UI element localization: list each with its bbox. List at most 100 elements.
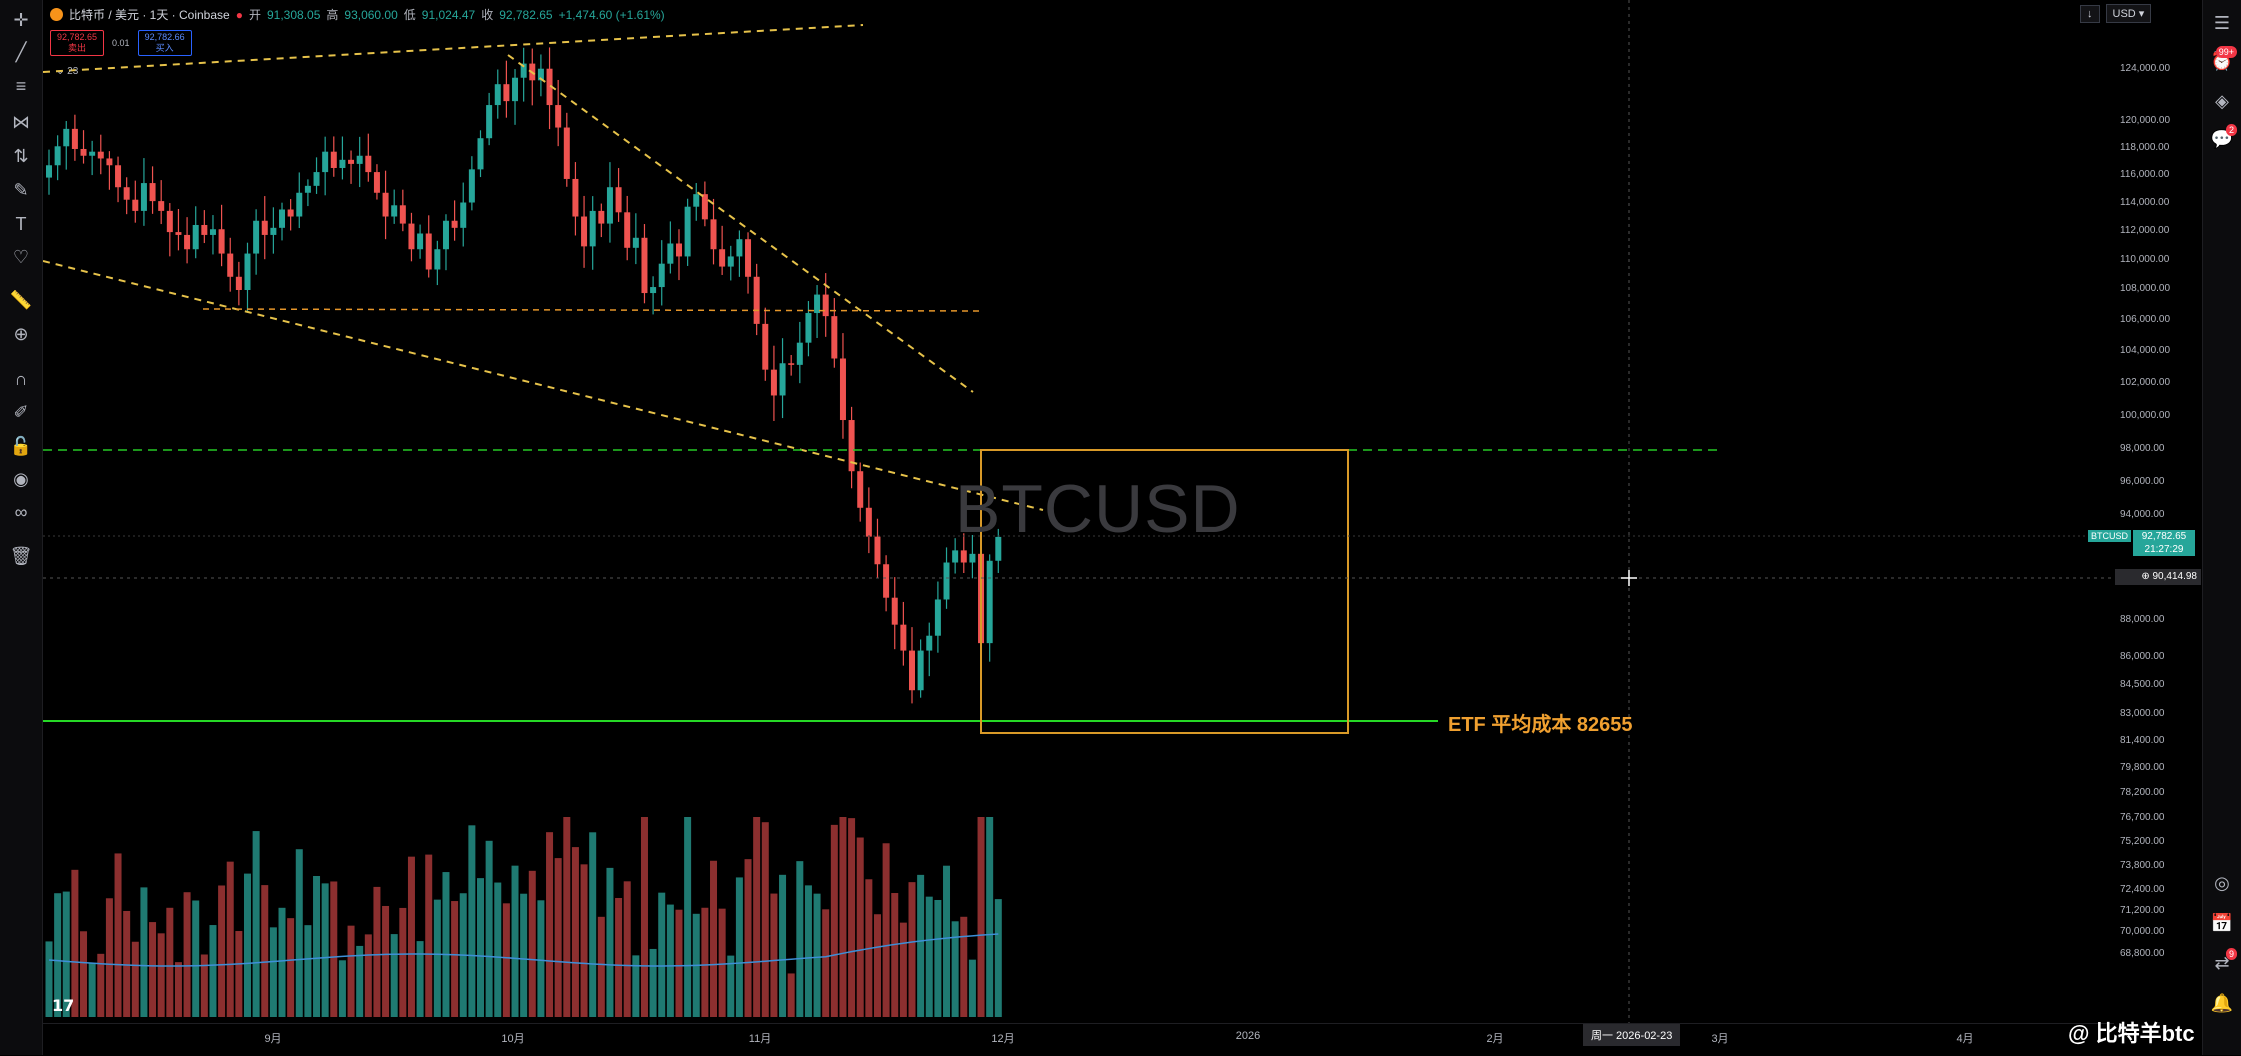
heart-icon[interactable]: ♡ <box>12 246 30 267</box>
candle-body <box>745 239 752 277</box>
candle-body <box>158 201 165 211</box>
change-value: +1,474.60 (+1.61%) <box>558 7 665 22</box>
candle-body <box>184 234 191 250</box>
bell-icon[interactable]: 🔔 <box>2210 992 2234 1013</box>
volume-bar <box>761 822 769 1017</box>
magnet-icon[interactable]: ∩ <box>14 368 28 389</box>
candle-body <box>581 216 588 247</box>
price-tick: 81,400.00 <box>2120 735 2165 747</box>
watchlist-icon[interactable]: ☰ <box>2213 12 2231 33</box>
alerts-icon[interactable]: ⏰ 99+ <box>2207 46 2237 76</box>
candle-body <box>598 210 605 224</box>
candle-body <box>434 249 441 270</box>
volume-bar <box>364 934 372 1017</box>
candle-body <box>865 507 872 537</box>
candle-body <box>874 536 881 565</box>
candle-body <box>322 151 329 173</box>
price-tick: 88,000.00 <box>2120 614 2165 625</box>
candle-body <box>779 363 786 396</box>
volume-bar <box>243 873 251 1017</box>
candle-body <box>917 650 924 691</box>
volume-bar <box>71 869 79 1017</box>
candle-body <box>986 560 993 644</box>
price-tick: 86,000.00 <box>2120 651 2165 663</box>
volume-bar <box>658 892 666 1017</box>
volume-bar <box>373 886 381 1017</box>
candle-body <box>106 158 113 166</box>
volume-bar <box>744 859 752 1017</box>
price-tick: 68,800.00 <box>2120 948 2165 959</box>
close-value: 92,782.65 <box>499 7 553 22</box>
chat-icon[interactable]: 💬 2 <box>2207 124 2237 154</box>
candle-body <box>563 127 570 179</box>
candle-body <box>63 128 70 147</box>
candle-body <box>606 187 613 224</box>
candle-body <box>520 63 527 78</box>
indicator-toggle[interactable]: ⌄ 23 <box>56 66 79 77</box>
ruler-icon[interactable]: 📏 <box>9 289 33 310</box>
volume-bar <box>209 925 217 1017</box>
trash-icon[interactable]: 🗑 <box>9 545 33 566</box>
calendar-icon[interactable]: 📅 <box>2210 912 2234 933</box>
prediction-icon[interactable]: ⇅ <box>13 145 29 166</box>
target-icon[interactable]: ◎ <box>2214 872 2230 893</box>
volume-bar <box>528 870 536 1017</box>
volume-bar <box>822 909 830 1017</box>
time-axis[interactable]: 9月 10月 11月 12月 2026 2月 3月 4月 <box>43 1023 2114 1056</box>
zoom-icon[interactable]: ⊕ <box>13 323 29 344</box>
candle-body <box>244 253 251 290</box>
candle-body <box>848 420 855 472</box>
fib-icon[interactable]: ≡ <box>15 75 27 96</box>
layers-icon[interactable]: ◈ <box>2215 90 2229 111</box>
sell-button[interactable]: 92,782.65 卖出 <box>50 30 105 56</box>
candle-body <box>192 224 199 250</box>
volume-bar <box>951 921 959 1017</box>
volume-bar <box>451 901 459 1017</box>
candle-body <box>891 597 898 625</box>
price-tick: 114,000.00 <box>2120 196 2170 208</box>
trend-line-icon[interactable]: ╱ <box>15 41 27 62</box>
projection-box <box>980 449 1349 734</box>
pattern-icon[interactable]: ⋈ <box>12 111 30 132</box>
notifications-icon[interactable]: ⇄ 9 <box>2207 948 2237 978</box>
crosshair-icon[interactable]: ✛ <box>13 9 29 30</box>
brush-icon[interactable]: ✎ <box>13 179 29 200</box>
volume-bar <box>425 854 433 1017</box>
volume-bar <box>338 960 346 1017</box>
candle-body <box>442 220 449 250</box>
link-icon[interactable]: ∞ <box>14 501 28 522</box>
symbol-title[interactable]: 比特币 / 美元 · 1天 · Coinbase <box>69 8 230 22</box>
text-icon[interactable]: T <box>15 213 27 234</box>
candle-body <box>589 210 596 247</box>
candle-body <box>261 220 268 235</box>
trendline-upper <box>43 24 864 73</box>
price-tick: 106,000.00 <box>2120 313 2171 325</box>
candle-body <box>719 249 726 267</box>
eye-icon[interactable]: ◉ <box>13 468 29 489</box>
volume-bar <box>753 817 761 1017</box>
volume-bar <box>313 875 321 1017</box>
buy-button[interactable]: 92,782.66 买入 <box>137 30 192 56</box>
volume-bar <box>261 885 269 1017</box>
volume-bar <box>88 963 96 1017</box>
volume-bar <box>502 903 510 1017</box>
candle-body <box>477 138 484 170</box>
download-icon[interactable]: ↓ <box>2080 4 2100 23</box>
price-symbol-tag: BTCUSD <box>2088 530 2132 542</box>
spread-value: 0.01 <box>112 38 130 48</box>
tradingview-logo[interactable]: 𝟭𝟳 <box>52 998 75 1015</box>
lock-icon[interactable]: 🔓 <box>9 435 33 456</box>
volume-bar <box>54 893 62 1017</box>
price-chart[interactable] <box>43 0 2114 1035</box>
right-sidebar: ☰ ⏰ 99+ ◈ 💬 2 ◎ 📅 ⇄ 9 🔔 <box>2202 0 2241 1055</box>
volume-bar <box>356 945 364 1017</box>
price-tick: 78,200.00 <box>2120 787 2165 799</box>
lock-draw-icon[interactable]: ✐ <box>13 401 29 422</box>
candle-body <box>960 550 967 563</box>
volume-bar <box>718 908 726 1017</box>
candle-body <box>89 151 96 156</box>
candle-body <box>494 84 501 106</box>
currency-select[interactable]: USD ▾ <box>2105 4 2152 23</box>
candle-body <box>693 194 700 207</box>
candle-body <box>943 562 950 600</box>
